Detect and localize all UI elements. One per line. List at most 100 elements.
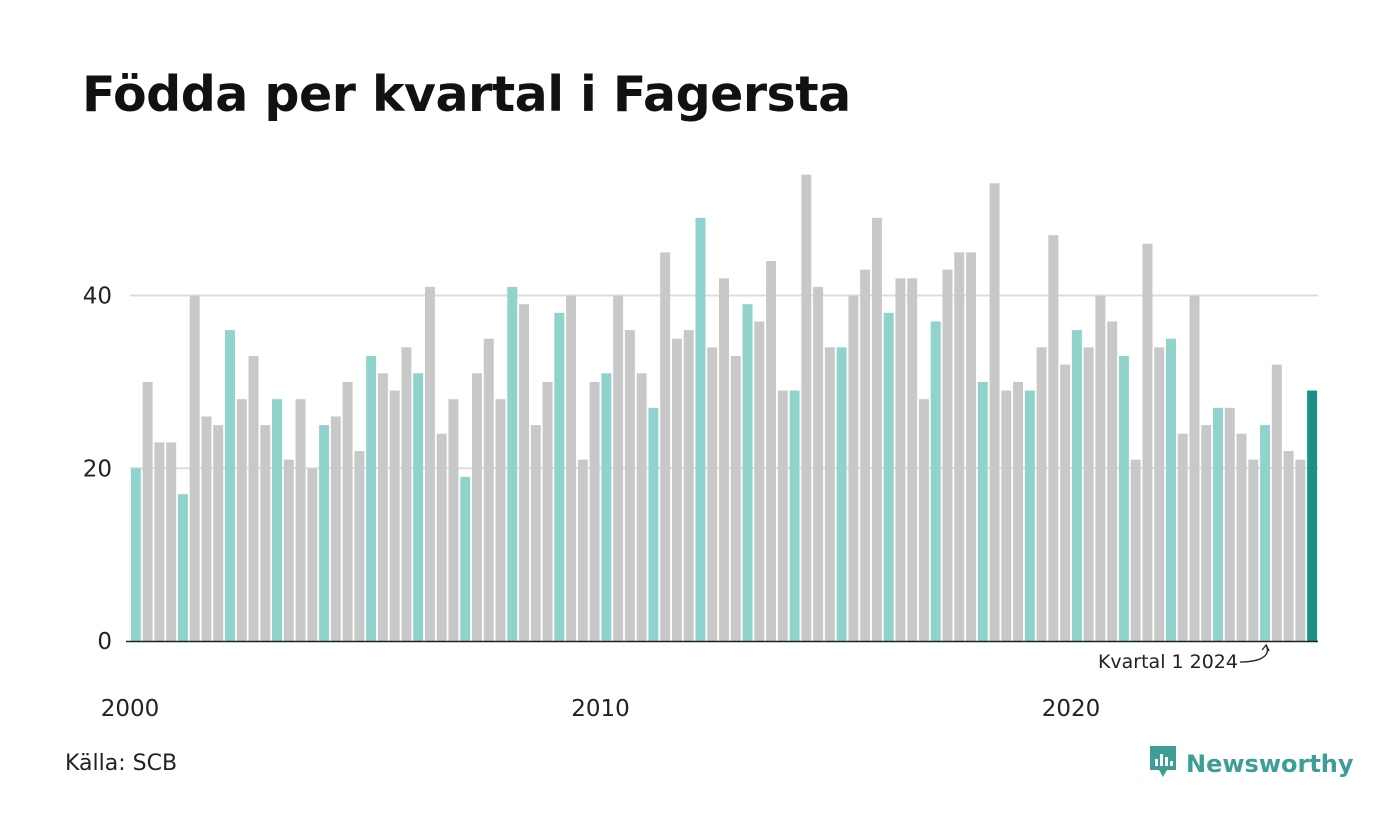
bar — [577, 459, 588, 641]
brand-name: Newsworthy — [1186, 750, 1354, 778]
bar — [613, 295, 624, 641]
chart-title: Födda per kvartal i Fagersta — [82, 66, 851, 123]
bar — [377, 373, 388, 641]
bar — [648, 407, 659, 641]
bar — [895, 278, 906, 641]
bar — [813, 286, 824, 641]
bar — [636, 373, 647, 641]
bar — [330, 416, 341, 641]
bar — [224, 330, 235, 641]
bar — [954, 252, 965, 641]
bar — [989, 183, 1000, 642]
bar — [201, 416, 212, 641]
bar — [730, 356, 741, 641]
bar — [307, 468, 318, 641]
bar — [966, 252, 976, 641]
bar — [142, 381, 153, 641]
bar — [1118, 356, 1129, 641]
bar — [530, 425, 541, 641]
bar — [742, 304, 753, 641]
bar — [566, 295, 577, 641]
bar — [483, 338, 494, 641]
bar — [1283, 451, 1294, 641]
bar — [1107, 321, 1118, 641]
bar — [1142, 243, 1153, 641]
bar — [1154, 347, 1165, 641]
bar — [719, 278, 729, 641]
bar — [1224, 407, 1235, 641]
bar — [589, 381, 600, 641]
bar — [1001, 390, 1012, 641]
brand-logo[interactable]: Newsworthy — [1148, 744, 1354, 784]
bar — [1083, 347, 1094, 641]
bar — [1036, 347, 1047, 641]
bar — [942, 269, 953, 641]
bar — [871, 217, 882, 641]
bar — [189, 295, 200, 641]
newsworthy-logo-icon — [1148, 744, 1178, 784]
bar — [930, 321, 941, 641]
bar — [1213, 407, 1224, 641]
bar — [1130, 459, 1141, 641]
bar — [777, 390, 788, 641]
bar — [1095, 295, 1106, 641]
bar — [860, 269, 871, 641]
bar — [824, 347, 835, 641]
annotation-label: Kvartal 1 2024 — [1098, 651, 1238, 673]
axes: 0 20 40 2000 2010 2020 — [83, 284, 1318, 722]
bar — [436, 433, 447, 641]
bar — [295, 399, 306, 641]
bar — [1248, 459, 1259, 641]
bar — [1271, 364, 1282, 641]
bar — [660, 252, 671, 641]
bar — [472, 373, 482, 641]
bar — [695, 217, 706, 641]
bar — [495, 399, 506, 641]
bar — [213, 425, 224, 641]
bar — [836, 347, 847, 641]
bar — [907, 278, 918, 641]
bar — [883, 312, 894, 641]
bar — [166, 442, 177, 641]
bar — [248, 356, 259, 641]
bar — [624, 330, 635, 641]
bar — [707, 347, 718, 641]
bars — [130, 174, 1318, 642]
source-label: Källa: SCB — [65, 751, 178, 776]
x-tick-label: 2020 — [1042, 696, 1101, 722]
y-tick-label: 0 — [97, 629, 112, 655]
bar — [554, 312, 565, 641]
bar — [1177, 433, 1188, 641]
bar — [260, 425, 271, 641]
bar — [1295, 459, 1306, 641]
bar — [507, 286, 518, 641]
bar — [1189, 295, 1200, 641]
bar — [1024, 390, 1035, 641]
bar — [754, 321, 765, 641]
bar — [1236, 433, 1247, 641]
bar — [354, 451, 365, 641]
bar — [154, 442, 165, 641]
bar — [1307, 390, 1318, 641]
bar — [801, 174, 812, 642]
bar — [283, 459, 294, 641]
bar — [177, 494, 188, 641]
bar — [366, 356, 377, 641]
bar — [424, 286, 435, 641]
y-tick-label: 20 — [83, 456, 112, 482]
bar — [766, 261, 777, 641]
x-tick-label: 2010 — [571, 696, 630, 722]
y-tick-label: 40 — [83, 284, 112, 310]
bar — [1260, 425, 1271, 641]
bar — [342, 381, 353, 641]
bar — [1060, 364, 1071, 641]
bar — [519, 304, 530, 641]
bar — [542, 381, 553, 641]
bar — [1201, 425, 1212, 641]
bar — [671, 338, 682, 641]
bar — [448, 399, 459, 641]
bar — [918, 399, 929, 641]
bar — [460, 476, 471, 641]
bar — [413, 373, 424, 641]
